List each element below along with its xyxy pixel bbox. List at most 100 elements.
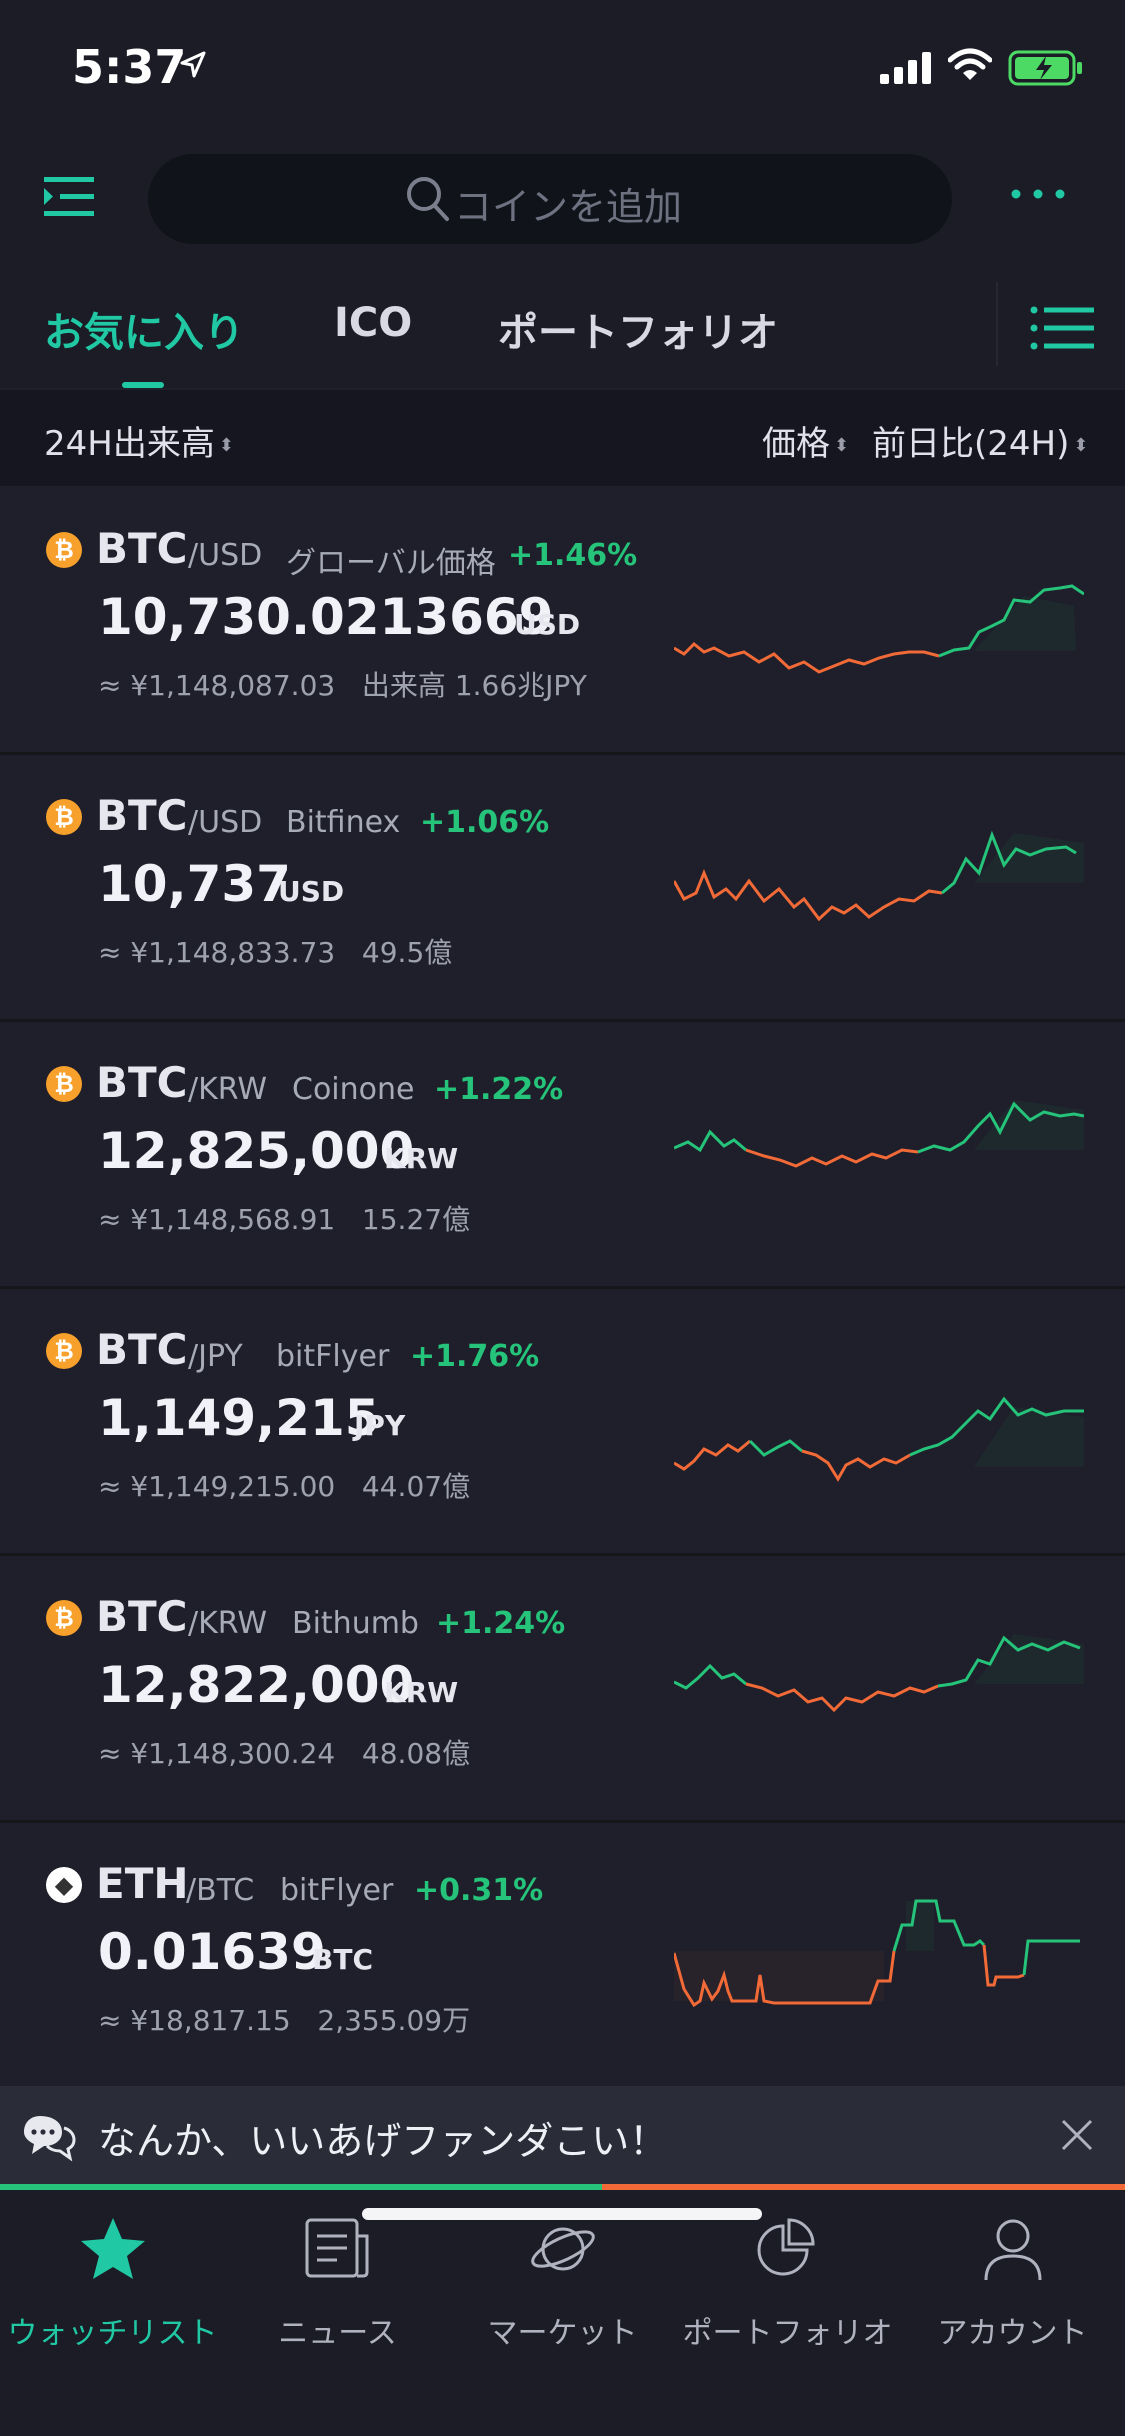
bitcoin-icon: ₿ bbox=[46, 1333, 82, 1369]
sort-change-label: 前日比(24H) bbox=[872, 424, 1070, 464]
sort-arrows-icon: ⬍ bbox=[218, 435, 234, 456]
coin-symbol: BTC bbox=[96, 791, 188, 840]
jpy-equivalent: ≈ ¥1,148,568.91 15.27億 bbox=[98, 1198, 470, 1238]
sort-arrows-icon: ⬍ bbox=[834, 435, 850, 456]
category-tabs: お気に入り ICO ポートフォリオ bbox=[0, 260, 1125, 388]
price-value: 12,822,000 bbox=[98, 1656, 415, 1714]
list-item[interactable]: ₿ BTC /KRW Coinone +1.22% 12,825,000 KRW… bbox=[0, 1022, 1125, 1289]
price-unit: USD bbox=[278, 875, 345, 908]
cellular-signal-icon bbox=[880, 52, 931, 84]
coin-pair: /USD bbox=[188, 805, 263, 840]
coin-pair: /BTC bbox=[186, 1873, 255, 1908]
jpy-price: ≈ ¥1,148,568.91 bbox=[98, 1203, 336, 1236]
exchange-name: Bitfinex bbox=[286, 805, 401, 840]
jpy-price: ≈ ¥1,148,300.24 bbox=[98, 1737, 336, 1770]
coin-symbol: BTC bbox=[96, 1325, 188, 1374]
list-item[interactable]: ₿ BTC /JPY bitFlyer +1.76% 1,149,215 JPY… bbox=[0, 1289, 1125, 1556]
location-arrow-icon bbox=[180, 51, 206, 78]
sort-bar: 24H出来高 ⬍ 価格 ⬍ 前日比(24H) ⬍ bbox=[0, 390, 1125, 486]
sparkline-chart bbox=[674, 584, 1084, 674]
coin-symbol: BTC bbox=[96, 1592, 188, 1641]
volume-value: 2,355.09万 bbox=[317, 2004, 471, 2037]
price-value: 12,825,000 bbox=[98, 1122, 415, 1180]
volume-value: 出来高 1.66兆JPY bbox=[361, 669, 587, 702]
tab-watchlist[interactable]: ウォッチリスト bbox=[0, 2190, 225, 2390]
jpy-equivalent: ≈ ¥1,148,833.73 49.5億 bbox=[98, 931, 452, 971]
change-percent: +1.76% bbox=[410, 1339, 540, 1374]
coin-pair: /USD bbox=[188, 538, 263, 573]
coin-symbol: BTC bbox=[96, 1058, 188, 1107]
volume-value: 15.27億 bbox=[361, 1203, 471, 1236]
jpy-price: ≈ ¥1,148,087.03 bbox=[98, 669, 336, 702]
list-item[interactable]: ◆ ETH /BTC bitFlyer +0.31% 0.01639 BTC ≈… bbox=[0, 1823, 1125, 2087]
list-item[interactable]: ₿ BTC /KRW Bithumb +1.24% 12,822,000 KRW… bbox=[0, 1556, 1125, 1823]
coin-symbol: ETH bbox=[96, 1859, 189, 1908]
tab-favorites[interactable]: お気に入り bbox=[44, 310, 244, 356]
status-time: 5:37 bbox=[72, 40, 187, 94]
sparkline-chart bbox=[674, 1634, 1084, 1713]
jpy-equivalent: ≈ ¥1,148,087.03 出来高 1.66兆JPY bbox=[98, 664, 587, 704]
price-value: 0.01639 bbox=[98, 1923, 326, 1981]
header: コインを追加 bbox=[0, 140, 1125, 260]
sort-arrows-icon: ⬍ bbox=[1073, 435, 1089, 456]
price-value: 10,737 bbox=[98, 855, 291, 913]
tab-label: ウォッチリスト bbox=[7, 2316, 218, 2351]
search-bar[interactable]: コインを追加 bbox=[148, 154, 952, 244]
sort-change[interactable]: 前日比(24H) ⬍ bbox=[872, 416, 1088, 465]
status-bar: 5:37 bbox=[0, 0, 1125, 140]
list-item[interactable]: ₿ BTC /USD Bitfinex +1.06% 10,737 USD ≈ … bbox=[0, 755, 1125, 1022]
exchange-name: Coinone bbox=[292, 1072, 415, 1107]
tab-ico[interactable]: ICO bbox=[334, 300, 413, 346]
coin-pair: /KRW bbox=[188, 1606, 268, 1641]
jpy-equivalent: ≈ ¥18,817.15 2,355.09万 bbox=[98, 1999, 470, 2039]
coin-pair: /KRW bbox=[188, 1072, 268, 1107]
change-percent: +1.22% bbox=[434, 1072, 564, 1107]
price-unit: JPY bbox=[354, 1409, 406, 1442]
tab-portfolio-nav[interactable]: ポートフォリオ bbox=[675, 2190, 900, 2390]
volume-value: 49.5億 bbox=[361, 936, 453, 969]
coin-symbol: BTC bbox=[96, 524, 188, 573]
search-placeholder: コインを追加 bbox=[454, 185, 683, 229]
pie-chart-icon bbox=[757, 2218, 815, 2276]
price-unit: USD bbox=[514, 608, 581, 641]
sort-price[interactable]: 価格 ⬍ bbox=[762, 416, 849, 465]
jpy-price: ≈ ¥18,817.15 bbox=[98, 2004, 291, 2037]
more-icon[interactable] bbox=[1010, 188, 1066, 200]
price-unit: KRW bbox=[384, 1142, 459, 1175]
tab-portfolio[interactable]: ポートフォリオ bbox=[498, 310, 778, 356]
close-icon[interactable] bbox=[1060, 2118, 1094, 2152]
tab-news[interactable]: ニュース bbox=[225, 2190, 450, 2390]
exchange-name: bitFlyer bbox=[276, 1339, 390, 1374]
message-banner[interactable]: なんか、いいあげファンダこい！ bbox=[0, 2086, 1125, 2184]
person-icon bbox=[984, 2219, 1042, 2281]
news-icon bbox=[305, 2218, 369, 2278]
banner-message: なんか、いいあげファンダこい！ bbox=[98, 2119, 668, 2163]
price-unit: KRW bbox=[384, 1676, 459, 1709]
ethereum-icon: ◆ bbox=[46, 1867, 82, 1903]
chat-bubbles-icon bbox=[24, 2116, 76, 2162]
tab-label: アカウント bbox=[937, 2316, 1088, 2351]
price-value: 10,730.0213669 bbox=[98, 588, 554, 646]
price-unit: BTC bbox=[312, 1943, 373, 1976]
change-percent: +1.06% bbox=[420, 805, 550, 840]
tab-account[interactable]: アカウント bbox=[900, 2190, 1125, 2390]
jpy-price: ≈ ¥1,148,833.73 bbox=[98, 936, 336, 969]
change-percent: +1.46% bbox=[508, 538, 638, 573]
search-icon bbox=[407, 177, 449, 221]
bottom-tab-bar: ウォッチリスト ニュース マーケット ポートフォリオ アカウント bbox=[0, 2190, 1125, 2436]
tab-market[interactable]: マーケット bbox=[450, 2190, 675, 2390]
list-view-icon[interactable] bbox=[1030, 306, 1094, 350]
sort-volume[interactable]: 24H出来高 ⬍ bbox=[44, 416, 234, 465]
bitcoin-icon: ₿ bbox=[46, 532, 82, 568]
bitcoin-icon: ₿ bbox=[46, 1600, 82, 1636]
sparkline-chart bbox=[674, 1396, 1084, 1482]
sparkline-chart bbox=[674, 1100, 1084, 1168]
sparkline-chart bbox=[674, 1899, 1080, 2008]
jpy-equivalent: ≈ ¥1,149,215.00 44.07億 bbox=[98, 1465, 470, 1505]
volume-value: 48.08億 bbox=[361, 1737, 471, 1770]
side-menu-icon[interactable] bbox=[44, 175, 96, 219]
jpy-equivalent: ≈ ¥1,148,300.24 48.08億 bbox=[98, 1732, 470, 1772]
exchange-name: Bithumb bbox=[292, 1606, 419, 1641]
list-item[interactable]: ₿ BTC /USD グローバル価格 +1.46% 10,730.0213669… bbox=[0, 488, 1125, 755]
tab-label: ポートフォリオ bbox=[682, 2316, 893, 2351]
